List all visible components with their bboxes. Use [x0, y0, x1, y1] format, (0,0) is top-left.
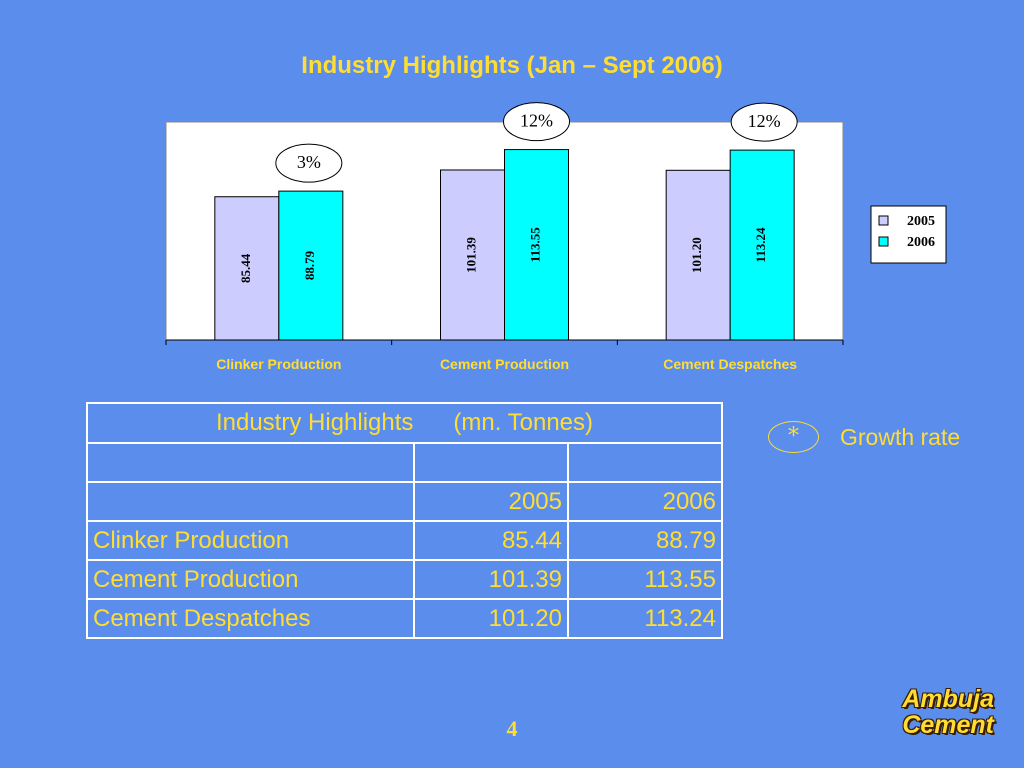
bar-2005 — [214, 196, 280, 341]
bar-2005 — [665, 169, 731, 341]
growth-label: 12% — [748, 111, 781, 131]
growth-rate-note: * Growth rate — [768, 420, 1008, 454]
table-header: Industry Highlights (mn. Tonnes) — [86, 402, 723, 444]
bar-2006 — [504, 149, 569, 341]
bar-value-label: 113.55 — [527, 227, 542, 263]
growth-label: 3% — [297, 152, 321, 172]
table-cell-blank — [567, 442, 723, 483]
table-blank-row — [86, 442, 723, 483]
category-label: Clinker Production — [216, 356, 341, 372]
row-value-2005: 101.39 — [413, 559, 569, 600]
highlights-table: Industry Highlights (mn. Tonnes) 2005 20… — [86, 402, 723, 639]
table-year-row: 2005 2006 — [86, 481, 723, 522]
table-row: Cement Despatches 101.20 113.24 — [86, 598, 723, 639]
legend-swatch-2005 — [878, 215, 889, 226]
bar-value-label: 101.20 — [689, 237, 704, 273]
bar-2005 — [440, 169, 505, 341]
bar-value-label: 85.44 — [238, 253, 253, 283]
growth-ellipse — [275, 143, 343, 183]
year-header-2005: 2005 — [413, 481, 569, 522]
brand-logo: Ambuja Cement — [848, 686, 994, 738]
table-cell-blank — [86, 442, 415, 483]
row-value-2005: 101.20 — [413, 598, 569, 639]
row-value-2006: 88.79 — [567, 520, 723, 561]
row-value-2006: 113.55 — [567, 559, 723, 600]
category-label: Cement Production — [440, 356, 569, 372]
row-value-2005: 85.44 — [413, 520, 569, 561]
page-number: 4 — [506, 716, 518, 741]
note-text: Growth rate — [840, 424, 961, 450]
brand-line-2: Cement — [902, 711, 994, 739]
table-cell-blank — [413, 442, 569, 483]
bar-2006 — [729, 149, 795, 341]
bar-value-label: 88.79 — [302, 250, 317, 280]
legend-label: 2005 — [907, 214, 935, 229]
brand-line-1: Ambuja — [902, 685, 994, 713]
table-header-row: Industry Highlights (mn. Tonnes) — [86, 402, 723, 444]
table-row: Clinker Production 85.44 88.79 — [86, 520, 723, 561]
bar-chart: 85.44 88.79 3% Clinker Production 101.39 113.… — [165, 102, 947, 372]
row-value-2006: 113.24 — [567, 598, 723, 639]
category-label: Cement Despatches — [663, 356, 797, 372]
bar-value-label: 101.39 — [463, 237, 478, 273]
row-label: Clinker Production — [86, 520, 415, 561]
bar-value-label: 113.24 — [753, 227, 768, 263]
legend-swatch-2006 — [878, 236, 889, 247]
growth-ellipse — [503, 102, 570, 142]
table-cell-blank — [86, 481, 415, 522]
growth-ellipse — [730, 102, 798, 142]
row-label: Cement Production — [86, 559, 415, 600]
row-label: Cement Despatches — [86, 598, 415, 639]
bar-2006 — [278, 190, 344, 341]
year-header-2006: 2006 — [567, 481, 723, 522]
growth-label: 12% — [520, 111, 553, 131]
legend-label: 2006 — [907, 235, 935, 250]
slide-title: Industry Highlights (Jan – Sept 2006) — [301, 52, 723, 79]
table-row: Cement Production 101.39 113.55 — [86, 559, 723, 600]
note-symbol: * — [768, 421, 819, 453]
